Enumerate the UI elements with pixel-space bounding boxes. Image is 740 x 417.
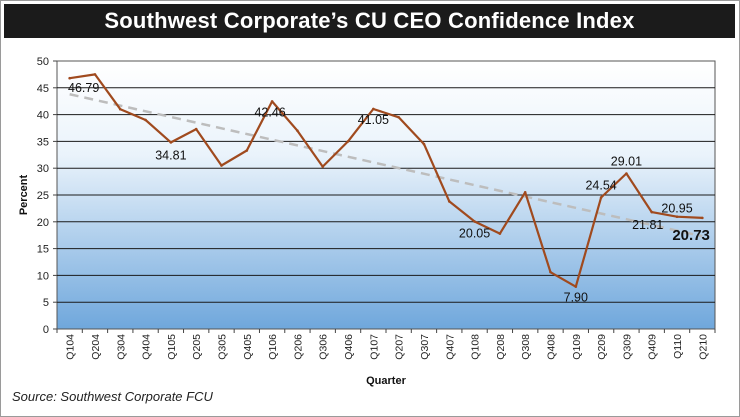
data-label: 20.95 [661,202,692,216]
x-tick-label: Q205 [191,334,203,360]
data-point [118,107,122,111]
data-point [549,270,552,274]
x-tick-label: Q304 [115,334,127,360]
x-tick-label: Q107 [368,334,380,360]
x-tick-label: Q409 [647,334,659,360]
y-tick-label: 35 [37,136,49,148]
data-point [650,210,654,214]
x-tick-label: Q309 [621,334,633,360]
x-tick-labels: Q104 Q204 Q304 Q404 Q105 Q205 Q305 Q405 Q106 Q206… [65,334,710,360]
y-tick-label: 30 [37,163,49,175]
data-point [675,215,679,219]
y-tick-labels: 0 5 10 15 20 25 30 35 40 45 50 [37,56,49,336]
x-tick-label: Q206 [292,334,304,360]
x-tick-label: Q207 [394,334,406,360]
data-label: 34.81 [155,148,186,162]
data-label: 46.79 [68,81,99,95]
x-tick-label: Q308 [520,334,532,360]
y-tick-label: 15 [37,244,49,256]
x-tick-label: Q108 [470,334,482,360]
data-point [194,127,198,131]
data-point [68,76,71,80]
x-tick-label: Q404 [141,334,153,360]
data-point [93,73,97,76]
data-label: 42.46 [254,105,285,119]
source-note: Source: Southwest Corporate FCU [12,389,213,404]
data-label: 7.90 [564,291,588,305]
x-tick-label: Q210 [697,334,709,360]
y-tick-label: 40 [37,110,49,122]
y-tick-label: 50 [37,56,49,68]
gridlines [53,60,716,333]
data-label: 20.05 [459,227,490,241]
x-tick-label: Q105 [166,334,178,360]
x-tick-label: Q405 [242,334,254,360]
data-point [473,220,476,223]
y-tick-label: 5 [43,297,49,309]
data-label: 29.01 [611,155,642,169]
x-tick-label: Q306 [318,334,330,360]
data-point [574,285,578,288]
data-point [245,149,249,152]
y-tick-label: 0 [43,324,49,336]
x-tick-label: Q305 [217,334,229,360]
data-point [169,141,173,144]
y-tick-label: 10 [37,270,49,282]
data-point [447,200,451,203]
x-tick-label: Q106 [267,334,279,360]
x-tick-label: Q408 [546,334,558,360]
data-point [599,196,603,199]
series-layer [68,73,704,288]
data-point [498,232,502,235]
data-point [523,191,527,194]
y-axis-label: Percent [18,174,30,215]
data-point [296,129,299,132]
data-point [397,115,400,119]
x-axis-label: Quarter [366,375,406,387]
x-tick-label: Q407 [444,334,456,360]
x-tick-label: Q406 [343,334,355,360]
data-label: 20.73 [672,227,710,244]
chart-title: Southwest Corporate’s CU CEO Confidence … [4,4,735,38]
data-point [270,100,274,103]
y-tick-label: 25 [37,190,49,202]
data-label: 24.54 [585,178,616,192]
data-point [625,172,628,175]
data-point [321,165,325,168]
data-labels: 46.79 34.81 42.46 41.05 20.05 7.90 24.54 29.01 2… [68,81,710,304]
x-tick-label: Q109 [571,334,583,360]
x-tick-label: Q208 [495,334,507,360]
data-point [372,107,375,111]
x-tick-label: Q204 [90,334,102,360]
data-label: 41.05 [358,113,389,127]
data-point [220,164,223,167]
x-tick-label: Q209 [596,334,608,360]
x-tick-label: Q307 [419,334,431,360]
data-point [701,216,704,220]
data-point [346,140,350,143]
x-tick-label: Q104 [65,334,77,360]
y-tick-label: 45 [37,83,49,95]
y-tick-label: 20 [37,217,49,229]
x-tick-label: Q110 [672,334,684,359]
data-point [144,118,147,122]
data-label: 21.81 [632,218,663,232]
data-point [422,142,426,146]
series-line [69,73,703,288]
